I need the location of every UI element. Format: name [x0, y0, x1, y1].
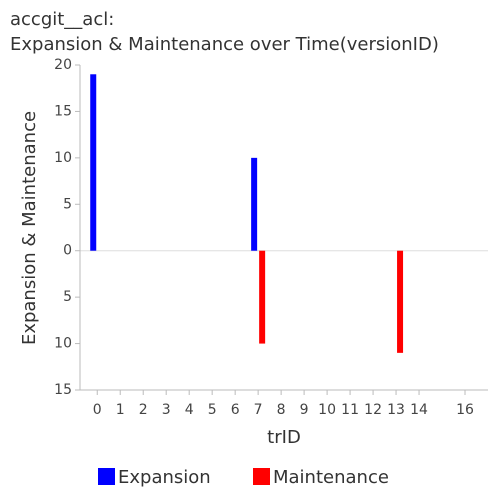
- x-tick-label: 5: [208, 402, 217, 418]
- x-tick-label: 2: [139, 402, 148, 418]
- bar: [259, 250, 266, 344]
- x-axis-label: trID: [267, 427, 301, 448]
- x-tick-label: 8: [277, 402, 286, 418]
- x-tick-label: 12: [364, 402, 382, 418]
- x-tick-label: 6: [231, 402, 240, 418]
- y-tick-label: 5: [63, 196, 72, 212]
- x-tick-label: 16: [456, 402, 474, 418]
- legend-swatch: [253, 468, 270, 485]
- y-tick-label: 20: [54, 57, 72, 73]
- x-tick-label: 4: [185, 402, 194, 418]
- x-tick-label: 9: [300, 402, 309, 418]
- x-tick-label: 11: [341, 402, 359, 418]
- bar: [90, 74, 97, 251]
- legend-label: Maintenance: [273, 467, 389, 488]
- x-tick-label: 14: [410, 402, 428, 418]
- chart-title: Expansion & Maintenance over Time(versio…: [10, 34, 439, 55]
- y-tick-label: 15: [54, 382, 72, 398]
- x-tick-label: 13: [387, 402, 405, 418]
- y-tick-label: 15: [54, 103, 72, 119]
- y-axis-label: Expansion & Maintenance: [19, 111, 40, 345]
- bar: [397, 250, 404, 353]
- legend-label: Expansion: [118, 467, 211, 488]
- x-tick-label: 0: [93, 402, 102, 418]
- y-tick-label: 5: [63, 289, 72, 305]
- legend-swatch: [98, 468, 115, 485]
- x-tick-label: 10: [318, 402, 336, 418]
- x-tick-label: 1: [116, 402, 125, 418]
- bar: [251, 157, 258, 251]
- y-tick-label: 10: [54, 150, 72, 166]
- x-tick-label: 7: [254, 402, 263, 418]
- y-tick-label: 0: [63, 243, 72, 259]
- x-tick-label: 3: [162, 402, 171, 418]
- chart-title: accgit__acl:: [10, 9, 114, 30]
- y-tick-label: 10: [54, 336, 72, 352]
